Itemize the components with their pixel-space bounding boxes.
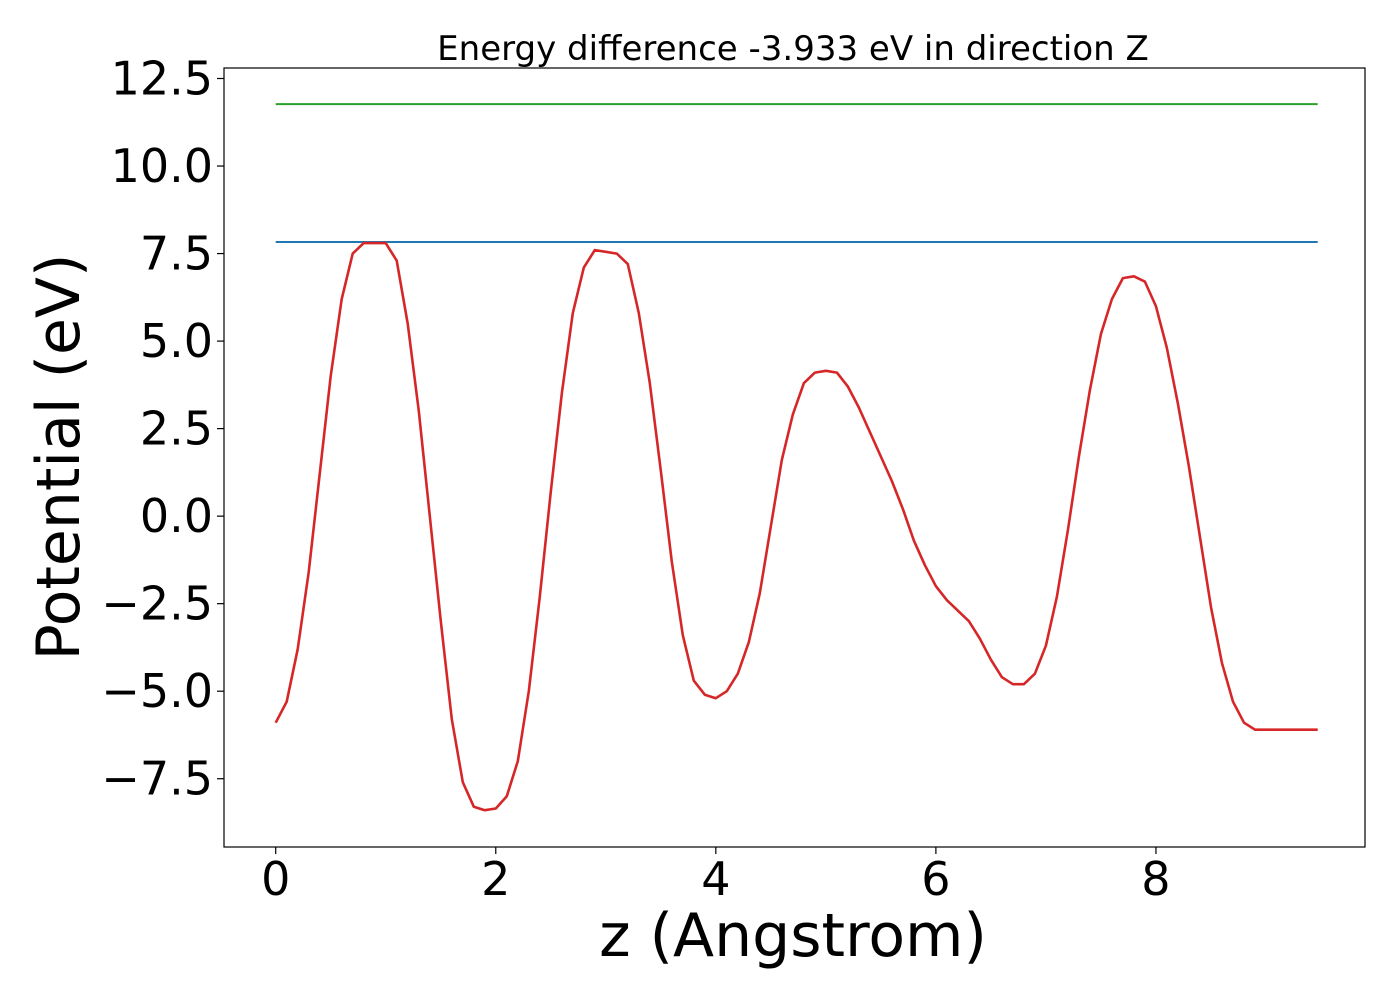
y-tick-label: 10.0 — [111, 139, 213, 193]
x-tick-label: 4 — [701, 852, 730, 906]
x-tick-label: 0 — [261, 852, 290, 906]
y-tick-label: −7.5 — [101, 752, 213, 806]
y-tick-label: 5.0 — [140, 314, 213, 368]
x-tick-label: 8 — [1141, 852, 1170, 906]
y-axis-title: Potential (eV) — [24, 254, 94, 661]
y-axis-ticks: −7.5 −5.0 −2.5 0.0 2.5 5.0 7.5 10.0 12.5 — [101, 52, 224, 806]
series-group — [274, 103, 1318, 812]
y-tick-label: 0.0 — [140, 489, 213, 543]
series-line-2 — [274, 241, 1318, 812]
x-axis-title: z (Angstrom) — [599, 901, 987, 971]
x-tick-label: 2 — [481, 852, 510, 906]
x-axis-ticks: 0 2 4 6 8 — [261, 847, 1171, 906]
chart-title: Energy difference -3.933 eV in direction… — [437, 29, 1149, 69]
plot-frame — [223, 67, 1366, 848]
y-tick-label: 7.5 — [140, 227, 213, 281]
y-tick-label: 2.5 — [140, 402, 213, 456]
y-tick-label: −5.0 — [101, 664, 213, 718]
x-tick-label: 6 — [921, 852, 950, 906]
plot-area: 0 2 4 6 8 −7.5 −5.0 −2.5 0.0 2.5 5.0 7.5 10.0 12.5 — [101, 52, 1366, 906]
y-tick-label: −2.5 — [101, 577, 213, 631]
y-tick-label: 12.5 — [111, 52, 213, 106]
